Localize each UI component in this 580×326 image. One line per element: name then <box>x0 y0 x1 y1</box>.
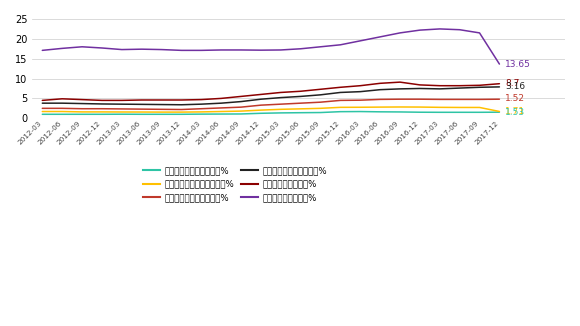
Legend: 大型商业银行不良贷款率%, 股份制商业银行不良贷款率%, 城市商业银行不良贷款率%, 农村商业银行不良贷款率%, 外资银行不良贷款率%, 商业银行资本充足率%: 大型商业银行不良贷款率%, 股份制商业银行不良贷款率%, 城市商业银行不良贷款率… <box>143 166 327 202</box>
Text: 1.71: 1.71 <box>505 107 525 116</box>
Text: 3.16: 3.16 <box>505 82 525 91</box>
Text: 8.7: 8.7 <box>505 79 520 88</box>
Text: 13.65: 13.65 <box>505 60 531 68</box>
Text: 1.52: 1.52 <box>505 94 525 103</box>
Text: 1.53: 1.53 <box>505 108 525 117</box>
